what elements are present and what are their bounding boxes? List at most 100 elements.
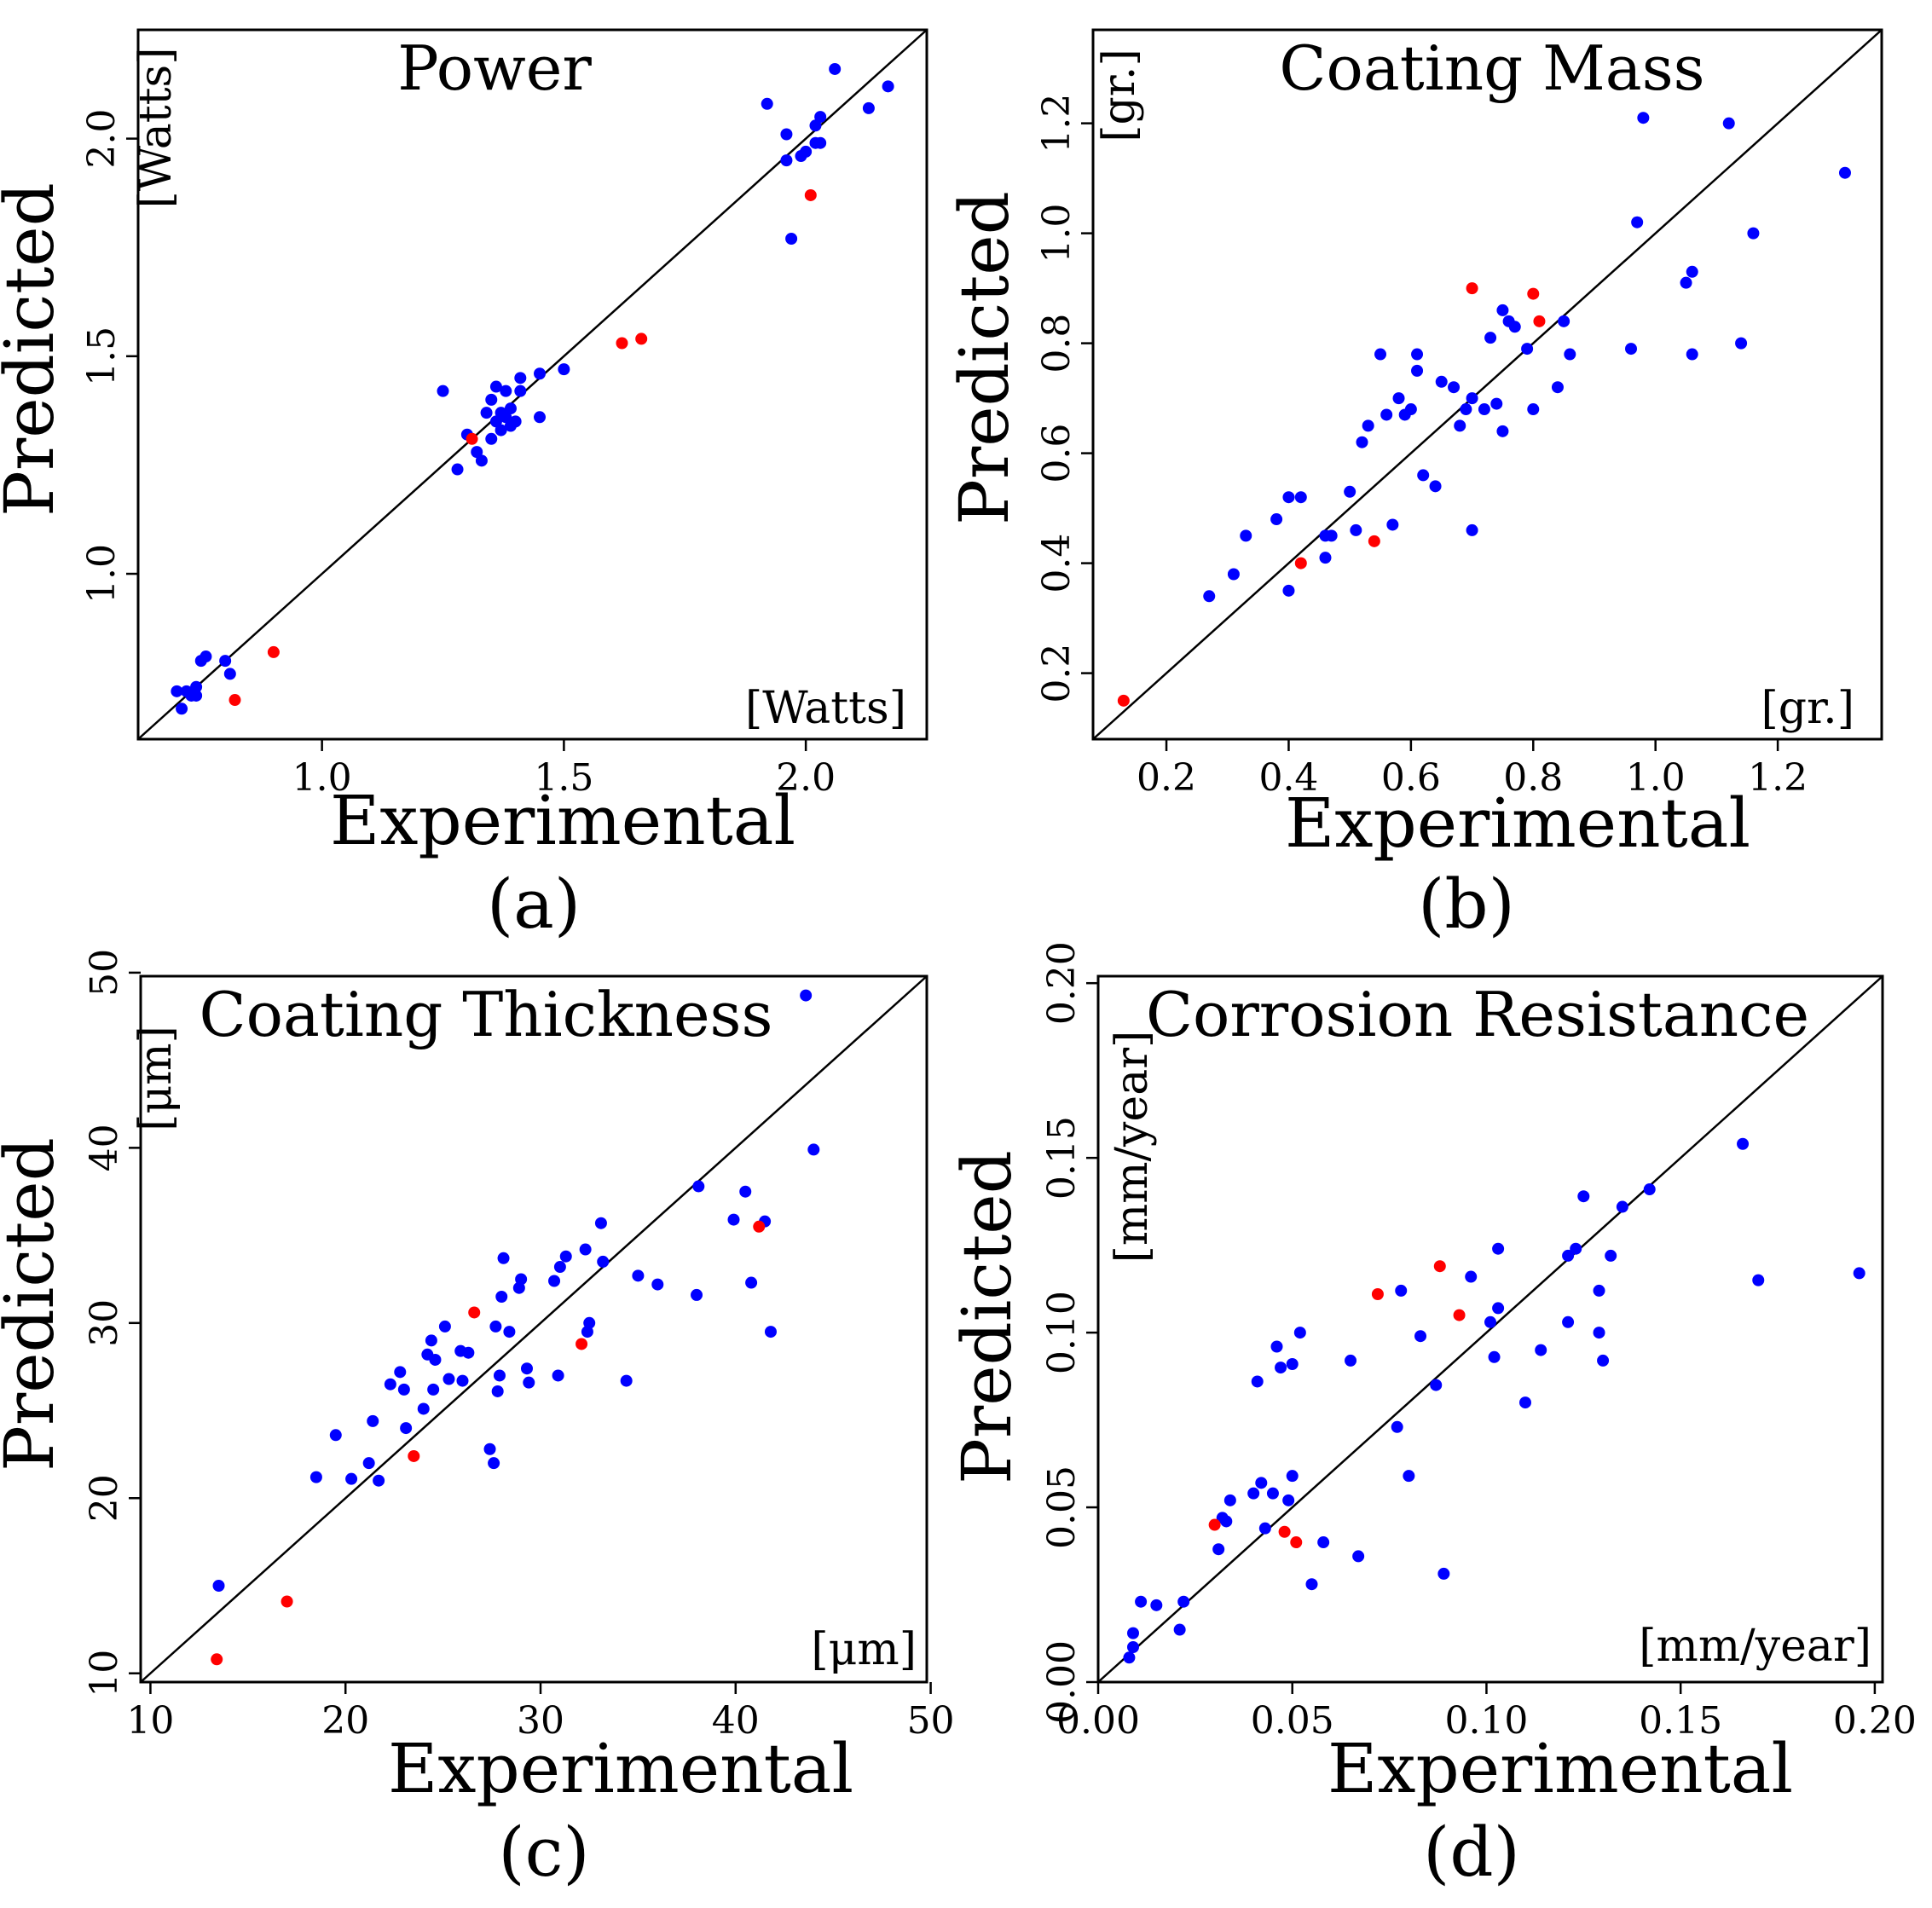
panel-1-training-point [437,384,449,397]
panel-3-training-point [552,1369,564,1382]
panel-3-training-point [727,1213,740,1226]
panel-3-test-point [753,1220,766,1233]
panel-4-x-tick-label: 0.05 [1251,1699,1334,1743]
panel-3-training-point [427,1383,440,1396]
panel-3-y-axis-label: Predicted [0,1137,69,1471]
panel-1-training-point [451,463,464,476]
panel-3-training-point [651,1278,664,1291]
panel-1-training-point [200,650,212,663]
panel-3-y-tick-label: 30 [83,1299,126,1347]
panel-4-x-unit: [mm/year] [1639,1621,1871,1672]
panel-2-training-point [1448,381,1461,394]
panel-1-training-point [780,128,793,141]
panel-3-identity-line [140,975,928,1683]
panel-1-training-point [862,101,875,114]
panel-3-training-point [367,1414,379,1427]
panel-2-training-point [1374,348,1387,361]
panel-3-training-point [417,1402,430,1415]
panel-1-test-point [635,332,648,345]
panel-4-training-point [1643,1183,1656,1196]
panel-4-x-tick-label: 0.20 [1833,1699,1917,1743]
panel-2-training-point [1227,568,1240,581]
panel-3-training-point [483,1443,496,1455]
panel-4-training-point [1177,1595,1190,1608]
panel-3-training-point [583,1316,596,1329]
panel-2-training-point [1496,425,1509,437]
panel-4-test-point [1278,1525,1291,1538]
panel-1-y-tick-label: 2.0 [80,109,124,169]
panel-1-training-point [761,97,773,110]
panel-2-training-point [1466,392,1478,405]
panel-1-test-point [228,694,241,707]
panel-3-training-point [520,1362,533,1375]
panel-1-training-point [809,119,822,132]
panel-3-x-tick-label: 30 [517,1699,564,1743]
panel-2-training-point [1350,523,1362,536]
panel-4-training-point [1484,1315,1496,1328]
panel-2-training-point [1838,166,1851,179]
panel-2-y-tick-label: 0.2 [1035,644,1079,703]
panel-1-test-point [804,188,817,201]
panel-1-x-tick-label: 1.0 [292,756,352,800]
panel-4-training-point [1597,1354,1610,1367]
panel-1-y-axis-label: Predicted [0,182,69,517]
panel-1-training-point [223,668,236,680]
panel-2-test-point [1466,282,1478,295]
panel-1-y-unit: [Watts] [130,48,182,209]
panel-4-test-point [1208,1518,1221,1531]
panel-4-training-point [1465,1270,1478,1283]
panel-3-training-point [807,1143,820,1156]
panel-3-training-point [462,1346,475,1359]
panel-4-y-tick-label: 0.00 [1040,1640,1084,1724]
panel-3-y-tick-label: 50 [83,949,126,997]
panel-2-test-point [1294,557,1307,570]
panel-4-training-point [1395,1284,1408,1297]
panel-1-x-axis-label: Experimental [330,781,795,860]
panel-2-test-point [1117,694,1130,707]
panel-2-training-point [1203,590,1216,603]
panel-2-training-point [1282,584,1295,597]
panel-2-training-point [1508,321,1521,333]
panel-2-x-tick-label: 1.2 [1748,756,1808,800]
panel-4-panel-label: (d) [1423,1813,1520,1892]
panel-1-training-point [485,432,498,445]
panel-4-training-point [1570,1242,1582,1255]
panel-3-training-point [488,1457,500,1470]
panel-2-training-point [1735,337,1748,350]
panel-3-test-point [408,1449,420,1462]
panel-4-training-point [1853,1267,1865,1280]
panel-1-training-point [475,454,488,467]
panel-1-training-point [500,411,512,424]
panel-2-training-point [1496,304,1509,316]
panel-3-training-point [515,1273,528,1286]
panel-1-training-point [509,415,522,428]
panel-2-training-point [1417,469,1430,482]
panel-3-training-point [800,989,813,1002]
panel-1-test-point [466,432,478,445]
panel-1-training-point [780,154,793,167]
panel-4-y-axis-label: Predicted [947,1150,1027,1484]
panel-1-x-unit: [Watts] [745,683,906,734]
panel-2-y-tick-label: 0.4 [1035,534,1079,593]
panel-4-y-tick-label: 0.20 [1040,941,1084,1025]
panel-4-training-point [1605,1249,1617,1262]
panel-4-training-point [1305,1578,1318,1591]
panel-2-training-point [1722,117,1735,130]
panel-4-x-tick-label: 0.00 [1056,1699,1140,1743]
panel-4-training-point [1270,1340,1283,1353]
panel-1-panel-label: (a) [487,864,581,944]
panel-3-training-point [438,1320,451,1333]
panel-4-training-point [1616,1200,1628,1213]
panel-3-x-axis-label: Experimental [388,1729,853,1808]
panel-1-plot-frame [136,28,928,741]
panel-3-training-point [491,1385,504,1397]
panel-1-training-point [471,446,483,459]
panel-2-training-point [1435,375,1448,388]
panel-4-training-point [1518,1396,1531,1409]
panel-2-training-point [1631,216,1644,228]
panel-4-test-point [1453,1309,1466,1321]
panel-3-training-point [523,1376,535,1389]
panel-3-training-point [212,1579,225,1592]
panel-4-training-point [1135,1595,1148,1608]
panel-2-training-point [1386,518,1399,531]
